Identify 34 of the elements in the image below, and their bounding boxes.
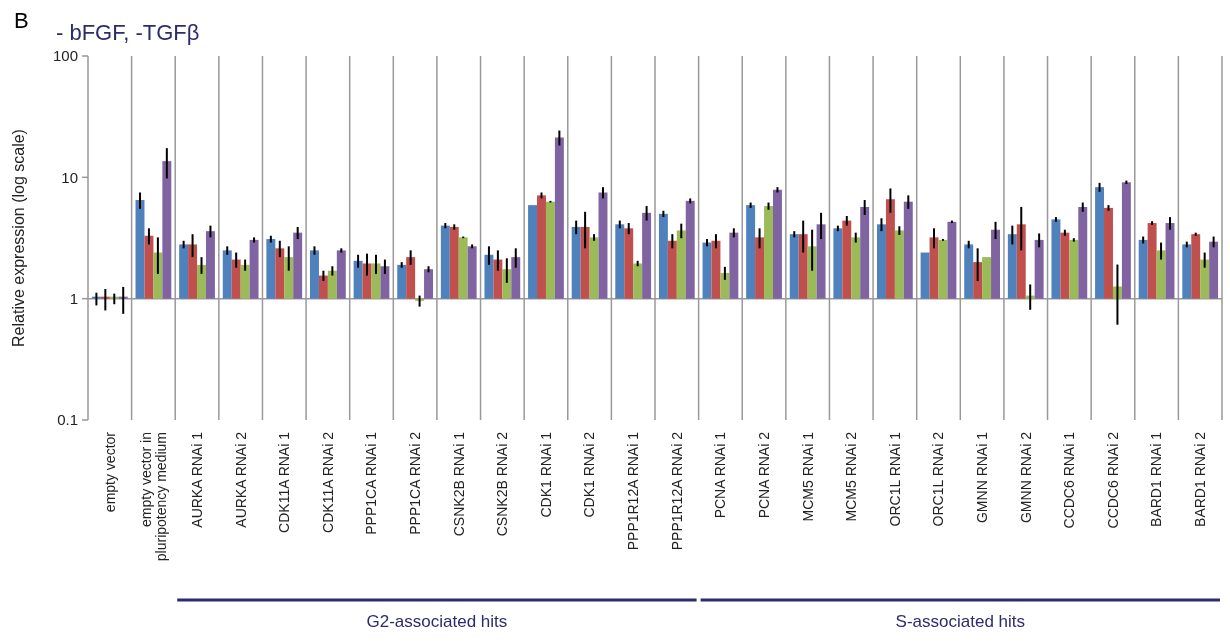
x-tick-label: ORC1L RNAi 1: [886, 431, 903, 527]
x-tick-label: PPP1R12A RNAi 1: [625, 431, 642, 551]
text: S-associated hits: [895, 612, 1026, 631]
x-tick-label: BARD1 RNAi 2: [1192, 431, 1209, 527]
x-tick-label: ORC1L RNAi 2: [930, 431, 947, 527]
text: B: [14, 8, 29, 33]
x-tick-label: PCNA RNAi 2: [755, 431, 772, 519]
x-tick-label: BARD1 RNAi 1: [1148, 431, 1165, 527]
x-tick-label: PPP1CA RNAi 2: [407, 431, 424, 535]
x-tick-label: CSNK2B RNAi 2: [494, 431, 511, 537]
x-tick-label: CDK1 RNAi 2: [581, 431, 598, 518]
x-tick-label: CSNK2B RNAi 1: [450, 431, 467, 537]
x-tick-label: AURKA RNAi 1: [188, 431, 205, 528]
x-tick-label: CCDC6 RNAi 1: [1061, 431, 1078, 529]
y-axis-title: Relative expression (log scale): [10, 129, 27, 347]
y-tick-label: 1: [69, 289, 78, 307]
x-tick-label: CDK11A RNAi 2: [319, 431, 336, 533]
x-tick-label: CDK11A RNAi 1: [276, 431, 293, 533]
x-tick-label: PCNA RNAi 1: [712, 431, 729, 519]
x-tick-label: MCM5 RNAi 1: [799, 431, 816, 522]
x-tick-label: CDK1 RNAi 1: [537, 431, 554, 518]
x-tick-label: AURKA RNAi 2: [232, 431, 249, 528]
x-tick-label: GMNN RNAi 2: [1017, 431, 1034, 524]
y-tick-label: 100: [52, 47, 78, 65]
y-tick-label: 0.1: [57, 411, 78, 429]
x-tick-label: PPP1CA RNAi 1: [363, 431, 380, 535]
x-tick-label: CCDC6 RNAi 2: [1104, 431, 1121, 529]
x-tick-label: MCM5 RNAi 2: [843, 431, 860, 522]
chart-title: - bFGF, -TGFβ: [56, 20, 200, 45]
x-tick-label: GMNN RNAi 1: [974, 431, 991, 524]
y-tick-label: 10: [61, 168, 78, 186]
x-tick-label: empty vector: [101, 431, 118, 513]
x-tick-label: PPP1R12A RNAi 2: [668, 431, 685, 551]
text: G2-associated hits: [366, 612, 508, 631]
